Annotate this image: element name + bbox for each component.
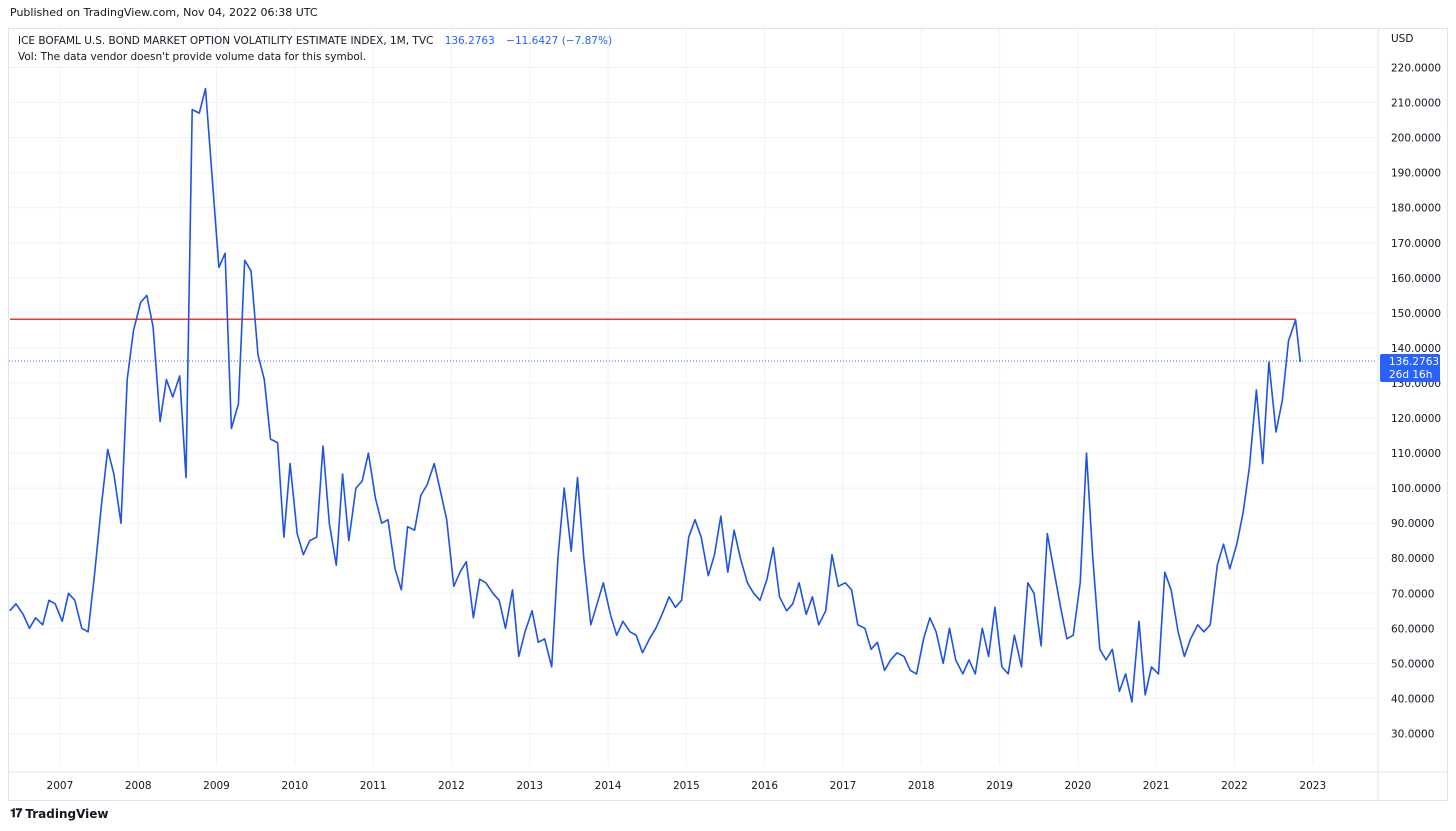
x-tick-label: 2022 [1221, 780, 1248, 792]
y-tick-label: 210.0000 [1391, 98, 1441, 110]
x-tick-label: 2018 [908, 780, 935, 792]
y-tick-label: 140.0000 [1391, 343, 1441, 355]
y-tick-label: 40.0000 [1391, 693, 1434, 705]
y-tick-label: 220.0000 [1391, 63, 1441, 75]
x-tick-label: 2010 [281, 780, 308, 792]
y-tick-label: 190.0000 [1391, 168, 1441, 180]
y-axis-ticks: 30.0000 40.0000 50.0000 60.0000 70.0000 80.00… [1391, 63, 1441, 741]
currency-label[interactable]: USD [1391, 33, 1414, 45]
y-tick-label: 60.0000 [1391, 623, 1434, 635]
tradingview-logo-icon: 𝟏𝟕 [10, 806, 22, 820]
chart-frame [8, 28, 1448, 801]
x-tick-label: 2020 [1065, 780, 1092, 792]
y-tick-label: 70.0000 [1391, 588, 1434, 600]
y-tick-label: 150.0000 [1391, 308, 1441, 320]
legend-last-value: 136.2763 [444, 35, 495, 47]
x-tick-label: 2014 [595, 780, 622, 792]
y-tick-label: 80.0000 [1391, 553, 1434, 565]
y-tick-label: 30.0000 [1391, 728, 1434, 740]
y-tick-label: 120.0000 [1391, 413, 1441, 425]
grid-lines [9, 29, 1447, 800]
last-price-value: 136.2763 [1389, 356, 1439, 368]
x-tick-label: 2019 [986, 780, 1013, 792]
x-tick-label: 2011 [360, 780, 387, 792]
y-tick-label: 170.0000 [1391, 238, 1441, 250]
y-tick-label: 160.0000 [1391, 273, 1441, 285]
x-tick-label: 2007 [47, 780, 74, 792]
volume-note: Vol: The data vendor doesn't provide vol… [18, 51, 367, 63]
x-tick-label: 2016 [751, 780, 778, 792]
published-caption: Published on TradingView.com, Nov 04, 20… [10, 6, 318, 19]
symbol-title[interactable]: ICE BOFAML U.S. BOND MARKET OPTION VOLAT… [18, 35, 434, 47]
series-line[interactable] [9, 87, 1302, 703]
x-tick-label: 2013 [516, 780, 543, 792]
footer-brand[interactable]: 𝟏𝟕 TradingView [10, 806, 109, 821]
y-tick-label: 200.0000 [1391, 133, 1441, 145]
x-tick-label: 2017 [830, 780, 857, 792]
last-price-label: 136.2763 26d 16h [1380, 353, 1440, 382]
countdown-value: 26d 16h [1389, 369, 1432, 381]
y-tick-label: 110.0000 [1391, 448, 1441, 460]
x-tick-label: 2008 [125, 780, 152, 792]
x-tick-label: 2015 [673, 780, 700, 792]
y-tick-label: 180.0000 [1391, 203, 1441, 215]
brand-name: TradingView [25, 806, 109, 821]
y-tick-label: 50.0000 [1391, 658, 1434, 670]
y-tick-label: 90.0000 [1391, 518, 1434, 530]
x-tick-label: 2009 [203, 780, 230, 792]
x-tick-label: 2021 [1143, 780, 1170, 792]
x-axis-ticks: 2007 2008 2009 2010 2011 2012 2013 2014 2015 2016… [47, 780, 1327, 792]
x-tick-label: 2023 [1299, 780, 1326, 792]
y-tick-label: 100.0000 [1391, 483, 1441, 495]
symbol-legend: ICE BOFAML U.S. BOND MARKET OPTION VOLAT… [18, 33, 612, 65]
x-tick-label: 2012 [438, 780, 465, 792]
legend-change-value: −11.6427 (−7.87%) [506, 35, 613, 47]
